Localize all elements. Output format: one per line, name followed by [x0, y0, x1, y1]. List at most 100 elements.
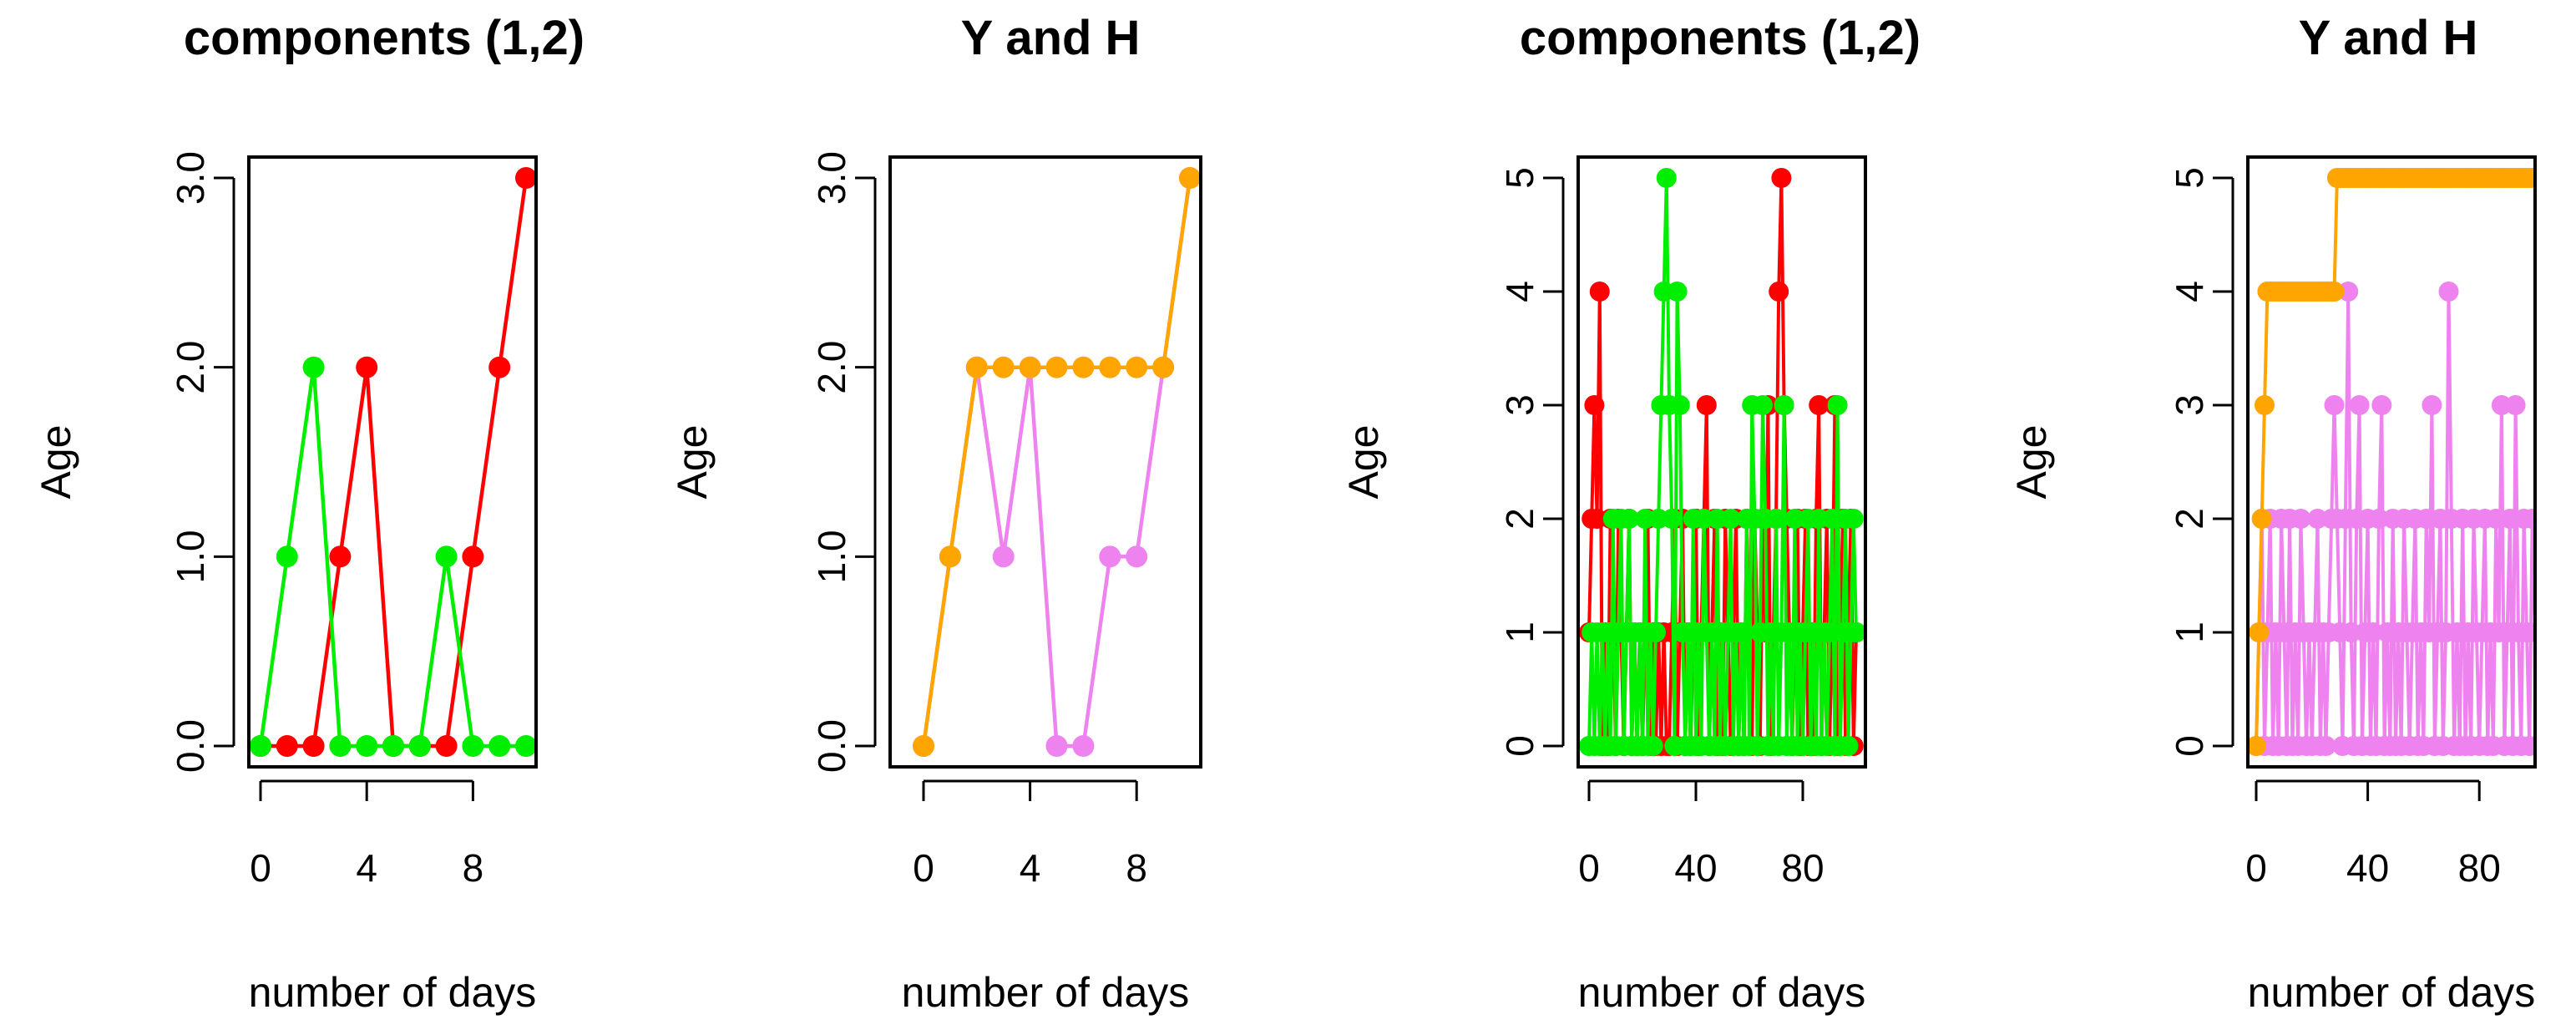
- data-point: [1072, 356, 1095, 378]
- series-h: [913, 167, 1201, 757]
- data-point: [1179, 167, 1201, 189]
- x-tick-label: 80: [2458, 846, 2501, 890]
- series-y: [2248, 168, 2535, 756]
- data-point: [1669, 395, 1690, 415]
- data-point: [435, 545, 458, 568]
- chart-panel-4: Y and H Age number of days 0 40 80 0 1 2 3 4 5: [2008, 11, 2537, 1016]
- data-point: [1827, 395, 1848, 415]
- data-point: [965, 356, 988, 378]
- chart-panel-3: components (1,2) Age number of days 0 40 80 0 1…: [1340, 11, 1921, 1016]
- data-point: [1072, 735, 1095, 757]
- x-tick-label: 4: [1020, 846, 1041, 890]
- data-point: [1126, 545, 1148, 568]
- series-component-2: [250, 356, 536, 757]
- data-point: [1099, 545, 1121, 568]
- data-point: [2525, 168, 2535, 188]
- x-tick-label: 8: [463, 846, 484, 890]
- y-tick-label: 4: [1498, 281, 1541, 302]
- data-point: [1731, 622, 1752, 642]
- data-point: [488, 356, 511, 378]
- data-point: [276, 545, 298, 568]
- data-point: [515, 167, 536, 189]
- y-tick-label: 3: [2168, 394, 2211, 416]
- data-point: [329, 545, 352, 568]
- y-tick-label: 1: [1498, 622, 1541, 643]
- data-point: [1619, 509, 1639, 529]
- y-axis-label: Age: [669, 425, 716, 500]
- y-tick-label: 1.0: [169, 530, 212, 583]
- y-tick-label: 4: [2168, 281, 2211, 302]
- data-point: [1646, 622, 1666, 642]
- data-point: [2371, 395, 2392, 415]
- x-tick-label: 8: [1126, 846, 1147, 890]
- data-point: [329, 735, 352, 757]
- chart-title: components (1,2): [184, 11, 585, 65]
- data-point: [1642, 736, 1663, 756]
- data-point: [2341, 622, 2361, 642]
- y-tick-label: 0.0: [810, 719, 853, 773]
- data-point: [2324, 395, 2345, 415]
- x-tick-label: 80: [1781, 846, 1824, 890]
- data-point: [435, 735, 458, 757]
- data-point: [2315, 736, 2336, 756]
- x-tick-label: 0: [2245, 846, 2267, 890]
- data-point: [1843, 509, 1864, 529]
- data-point: [1769, 282, 1789, 302]
- x-tick-label: 0: [913, 846, 934, 890]
- y-tick-label: 0.0: [169, 719, 212, 773]
- y-axis-label: Age: [2008, 425, 2055, 500]
- data-point: [2369, 509, 2389, 529]
- plot-frame: [888, 155, 1202, 769]
- data-point: [992, 356, 1015, 378]
- data-point: [356, 356, 378, 378]
- data-point: [1771, 168, 1792, 188]
- y-axis-label: Age: [33, 425, 79, 500]
- y-tick-label: 5: [1498, 167, 1541, 189]
- data-point: [992, 545, 1015, 568]
- x-tick-label: 40: [1674, 846, 1717, 890]
- data-point: [913, 735, 934, 757]
- data-point: [382, 735, 404, 757]
- y-tick-label: 2.0: [169, 341, 212, 394]
- data-point: [2491, 395, 2512, 415]
- data-point: [2248, 736, 2266, 756]
- y-axis-label: Age: [1340, 425, 1387, 500]
- data-point: [302, 356, 325, 378]
- data-point: [1019, 356, 1041, 378]
- data-point: [2499, 509, 2520, 529]
- data-point: [1838, 736, 1859, 756]
- data-point: [1809, 395, 1830, 415]
- y-tick-label: 5: [2168, 167, 2211, 189]
- x-tick-label: 40: [2346, 846, 2389, 890]
- chart-title: Y and H: [961, 11, 1141, 65]
- data-point: [1720, 509, 1741, 529]
- data-point: [2486, 509, 2507, 529]
- data-point: [302, 735, 325, 757]
- x-axis-label: number of days: [249, 969, 537, 1016]
- data-point: [1045, 356, 1068, 378]
- data-point: [2522, 509, 2535, 529]
- data-point: [462, 545, 484, 568]
- data-point: [1662, 509, 1683, 529]
- data-point: [408, 735, 431, 757]
- series-line: [258, 367, 526, 748]
- data-point: [2505, 395, 2526, 415]
- data-point: [1589, 282, 1610, 302]
- data-point: [462, 735, 484, 757]
- y-tick-label: 1.0: [810, 530, 853, 583]
- data-point: [2416, 509, 2437, 529]
- data-point: [2307, 509, 2328, 529]
- data-point: [2324, 282, 2345, 302]
- x-tick-label: 4: [356, 846, 377, 890]
- data-point: [2519, 736, 2535, 756]
- x-tick-label: 0: [250, 846, 271, 890]
- plot-frame: [247, 155, 538, 769]
- data-point: [2290, 509, 2311, 529]
- x-axis-label: number of days: [902, 969, 1190, 1016]
- chart-panel-1: components (1,2) Age number of days 0 4 8 0.0 1…: [33, 11, 585, 1016]
- data-point: [1766, 509, 1786, 529]
- series-component-2: [1579, 168, 1865, 756]
- data-point: [2363, 622, 2384, 642]
- plot-frame: [1576, 155, 1867, 769]
